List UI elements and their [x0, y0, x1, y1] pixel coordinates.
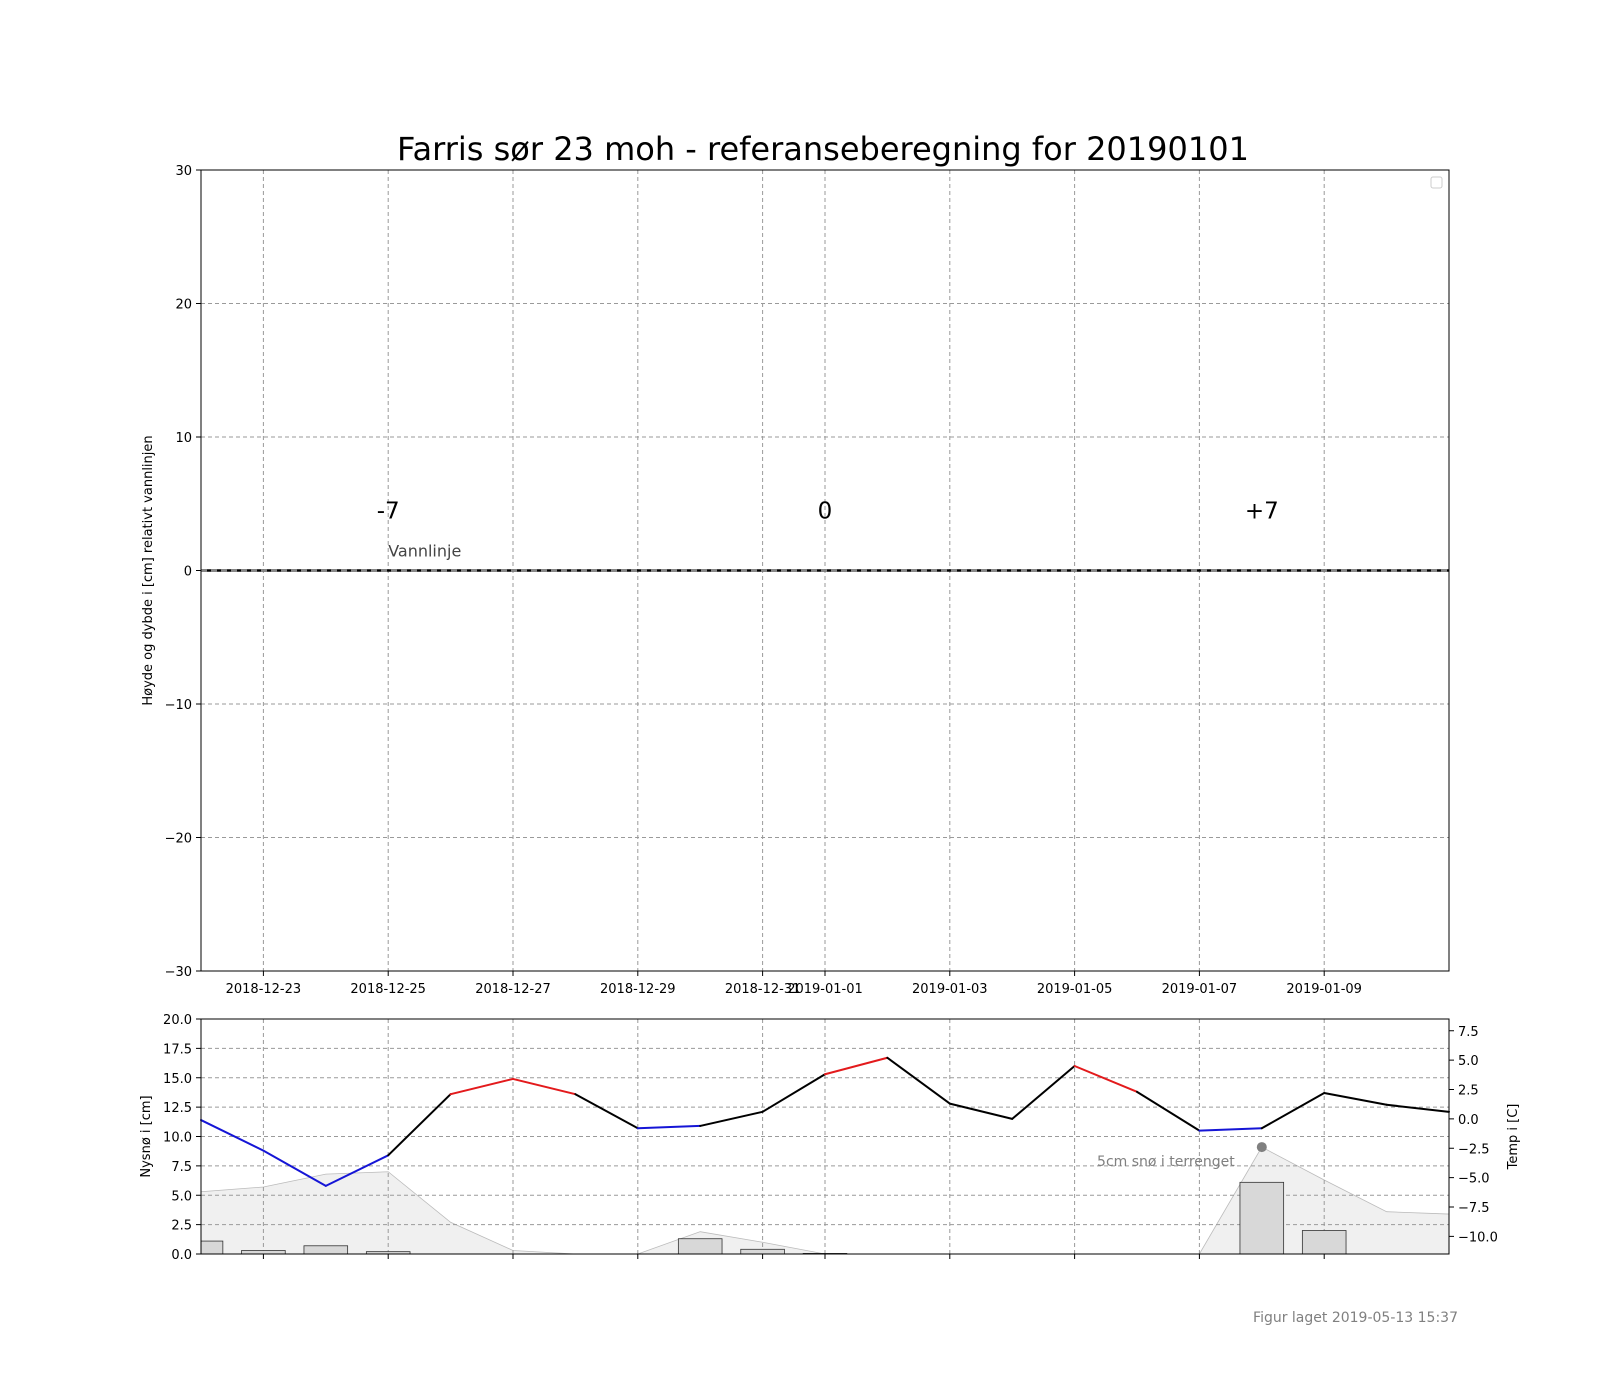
top-y-tick-label: 10	[175, 431, 192, 446]
top-x-tick-label: 2018-12-31	[725, 982, 801, 997]
bottom-right-y-ticks: −10.0 −7.5 −5.0 −2.5 0.0 2.5 5.0 7.5	[1449, 1025, 1498, 1245]
temperature-segment	[699, 1110, 764, 1127]
top-x-tick-label: 2018-12-25	[350, 982, 426, 997]
top-y-tick-label: −10	[165, 698, 192, 713]
bottom-y-tick-label: 0.0	[171, 1248, 192, 1263]
temperature-tick-label: −5.0	[1458, 1172, 1490, 1187]
bottom-y-tick-label: 20.0	[163, 1013, 192, 1028]
chart-title: Farris sør 23 moh - referanseberegning f…	[397, 130, 1249, 168]
temperature-axis-label: Temp i [C]	[1506, 1104, 1521, 1171]
top-x-tick-label: 2018-12-23	[226, 982, 302, 997]
bottom-y-tick-label: 12.5	[163, 1101, 192, 1116]
temperature-segment	[1136, 1090, 1201, 1132]
top-y-tick-label: 20	[175, 298, 192, 313]
new-snow-bar	[740, 1248, 785, 1255]
temperature-segment	[761, 1073, 826, 1113]
top-y-axis-label: Høyde og dybde i [cm] relativt vannlinje…	[141, 435, 156, 705]
top-y-ticks: −30 −20 −10 0 10 20 30	[165, 164, 201, 980]
day-marker-label: 0	[818, 498, 833, 524]
temperature-segment	[512, 1077, 577, 1096]
bottom-y-tick-label: 2.5	[171, 1219, 192, 1234]
temperature-tick-label: −2.5	[1458, 1142, 1490, 1157]
top-x-tick-label: 2019-01-05	[1037, 982, 1113, 997]
top-x-tick-label: 2019-01-09	[1286, 982, 1362, 997]
new-snow-bar	[1301, 1230, 1347, 1255]
temperature-segment	[1198, 1127, 1263, 1132]
temperature-segment	[636, 1124, 702, 1130]
temperature-segment	[200, 1119, 265, 1152]
temperature-segment	[1073, 1065, 1138, 1093]
top-x-tick-label: 2019-01-03	[912, 982, 988, 997]
temperature-segment	[1011, 1065, 1076, 1120]
temperature-segment	[324, 1154, 390, 1187]
bottom-y-tick-label: 10.0	[163, 1131, 192, 1146]
footer-timestamp: Figur laget 2019-05-13 15:37	[1253, 1310, 1458, 1326]
day-marker-labels: -7 0 +7	[377, 498, 1279, 524]
top-y-tick-label: −30	[165, 965, 192, 980]
temperature-tick-label: 2.5	[1458, 1084, 1479, 1099]
temperature-segment	[1260, 1092, 1326, 1130]
bottom-y-tick-label: 5.0	[171, 1189, 192, 1204]
waterline-label: Vannlinje	[388, 542, 461, 561]
temperature-segment	[886, 1056, 951, 1105]
top-x-tick-label: 2019-01-01	[787, 982, 863, 997]
legend-box	[1430, 176, 1443, 189]
temperature-tick-label: 0.0	[1458, 1113, 1479, 1128]
top-x-ticks: 2018-12-23 2018-12-25 2018-12-27 2018-12-29…	[226, 971, 1362, 997]
new-snow-bar	[303, 1245, 349, 1255]
temperature-segment	[948, 1102, 1014, 1120]
bottom-y-tick-label: 15.0	[163, 1072, 192, 1087]
new-snow-bar	[200, 1240, 224, 1255]
new-snow-bar	[1239, 1181, 1285, 1255]
bottom-y-tick-label: 17.5	[163, 1042, 192, 1057]
new-snow-bar	[677, 1238, 723, 1255]
top-x-tick-label: 2019-01-07	[1162, 982, 1238, 997]
temperature-tick-label: −10.0	[1458, 1230, 1498, 1245]
new-snow-axis-label: Nysnø i [cm]	[139, 1095, 154, 1177]
temperature-segment	[387, 1093, 452, 1157]
temperature-tick-label: 5.0	[1458, 1054, 1479, 1069]
day-marker-label: -7	[377, 498, 400, 524]
snow-marker-label: 5cm snø i terrenget	[1097, 1154, 1235, 1170]
new-snow-bars	[200, 1181, 1347, 1255]
temperature-tick-label: −7.5	[1458, 1201, 1490, 1216]
top-y-tick-label: 30	[175, 164, 192, 179]
bottom-x-ticks	[262, 1254, 1325, 1259]
temperature-segment	[1385, 1103, 1450, 1113]
temperature-segment	[449, 1077, 514, 1096]
snow-marker	[1256, 1142, 1267, 1153]
day-marker-label: +7	[1245, 498, 1279, 524]
temperature-segment	[824, 1056, 889, 1076]
temperature-segment	[1323, 1092, 1388, 1106]
temperature-segment	[262, 1149, 327, 1187]
temperature-tick-label: 7.5	[1458, 1025, 1479, 1040]
temperature-segment	[574, 1093, 639, 1130]
bottom-y-tick-label: 7.5	[171, 1160, 192, 1175]
top-y-tick-label: −20	[165, 832, 192, 847]
top-y-tick-label: 0	[184, 565, 192, 580]
new-snow-bar	[241, 1250, 286, 1255]
top-x-tick-label: 2018-12-29	[600, 982, 676, 997]
bottom-left-y-ticks: 0.0 2.5 5.0 7.5 10.0 12.5 15.0 17.5 20.0	[163, 1013, 201, 1263]
top-x-tick-label: 2018-12-27	[475, 982, 551, 997]
temperature-line	[200, 1056, 1450, 1187]
